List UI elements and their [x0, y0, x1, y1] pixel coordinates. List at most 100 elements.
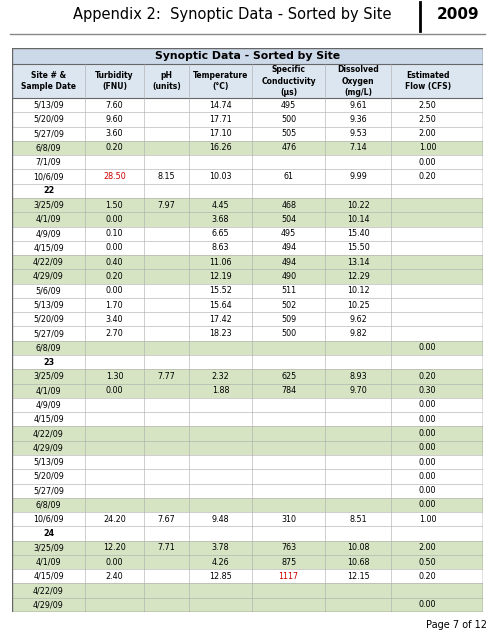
Text: 7.97: 7.97	[157, 200, 175, 209]
Text: 1.30: 1.30	[106, 372, 123, 381]
Text: 6/8/09: 6/8/09	[36, 500, 61, 509]
Text: 468: 468	[281, 200, 296, 209]
Text: 1.70: 1.70	[105, 301, 123, 310]
Text: 3.60: 3.60	[106, 129, 123, 138]
Text: 2009: 2009	[437, 7, 479, 22]
Text: 8.93: 8.93	[349, 372, 367, 381]
Text: 10/6/09: 10/6/09	[33, 172, 64, 181]
Text: 7.14: 7.14	[349, 143, 367, 152]
Text: 6.65: 6.65	[211, 229, 229, 238]
Text: 4/15/09: 4/15/09	[33, 572, 64, 581]
Text: 5/13/09: 5/13/09	[33, 100, 64, 109]
Text: 9.99: 9.99	[349, 172, 367, 181]
Text: 5/27/09: 5/27/09	[33, 329, 64, 338]
Bar	[12, 155, 483, 170]
Text: 2.40: 2.40	[105, 572, 123, 581]
Text: 0.00: 0.00	[419, 344, 437, 353]
Text: 3.78: 3.78	[211, 543, 229, 552]
Text: 0.00: 0.00	[419, 472, 437, 481]
Text: 7.71: 7.71	[157, 543, 175, 552]
Text: 5/13/09: 5/13/09	[33, 458, 64, 467]
Text: 61: 61	[284, 172, 294, 181]
Text: 4/22/09: 4/22/09	[33, 429, 64, 438]
Text: 8.15: 8.15	[157, 172, 175, 181]
Text: 4/22/09: 4/22/09	[33, 258, 64, 267]
Text: 310: 310	[281, 515, 296, 524]
Text: 13.14: 13.14	[347, 258, 369, 267]
Bar	[12, 241, 483, 255]
Text: 17.42: 17.42	[209, 315, 232, 324]
Text: 12.20: 12.20	[103, 543, 126, 552]
Text: 494: 494	[281, 258, 297, 267]
Text: 504: 504	[281, 215, 297, 224]
Bar	[12, 212, 483, 227]
Text: 625: 625	[281, 372, 297, 381]
Text: 15.50: 15.50	[347, 243, 370, 252]
Text: 4/9/09: 4/9/09	[36, 229, 61, 238]
Text: 0.00: 0.00	[419, 486, 437, 495]
Text: 11.06: 11.06	[209, 258, 232, 267]
Bar	[12, 412, 483, 426]
Text: 1117: 1117	[279, 572, 299, 581]
Text: 12.85: 12.85	[209, 572, 232, 581]
Text: 10.68: 10.68	[347, 557, 369, 566]
Text: 7.60: 7.60	[105, 100, 123, 109]
Bar	[12, 555, 483, 569]
Text: 6/8/09: 6/8/09	[36, 143, 61, 152]
Bar	[12, 483, 483, 498]
Text: 5/20/09: 5/20/09	[33, 472, 64, 481]
Text: 476: 476	[281, 143, 297, 152]
Bar	[12, 198, 483, 212]
Text: 9.60: 9.60	[105, 115, 123, 124]
Text: 0.00: 0.00	[419, 401, 437, 410]
Text: 0.00: 0.00	[106, 243, 123, 252]
Text: pH
(units): pH (units)	[152, 71, 181, 91]
Text: 9.70: 9.70	[349, 386, 367, 395]
Text: 5/6/09: 5/6/09	[36, 286, 61, 295]
Text: 4/15/09: 4/15/09	[33, 243, 64, 252]
Text: 4.26: 4.26	[211, 557, 229, 566]
Text: Specific
Conductivity
(μs): Specific Conductivity (μs)	[261, 65, 316, 97]
Text: 5/27/09: 5/27/09	[33, 486, 64, 495]
Text: 2.32: 2.32	[211, 372, 229, 381]
Text: 22: 22	[43, 186, 54, 195]
Text: 6/8/09: 6/8/09	[36, 344, 61, 353]
Text: 17.71: 17.71	[209, 115, 232, 124]
Text: 0.00: 0.00	[419, 429, 437, 438]
Text: 0.00: 0.00	[106, 286, 123, 295]
Text: 4/29/09: 4/29/09	[33, 272, 64, 281]
Text: 500: 500	[281, 115, 297, 124]
Text: 10.08: 10.08	[347, 543, 369, 552]
Text: 494: 494	[281, 243, 297, 252]
Text: 0.40: 0.40	[106, 258, 123, 267]
Text: 2.00: 2.00	[419, 129, 437, 138]
Text: 502: 502	[281, 301, 297, 310]
Bar	[12, 184, 483, 198]
Text: 490: 490	[281, 272, 297, 281]
Text: 4/9/09: 4/9/09	[36, 401, 61, 410]
Text: 0.00: 0.00	[419, 458, 437, 467]
Bar	[12, 426, 483, 441]
Bar	[12, 170, 483, 184]
Text: 18.23: 18.23	[209, 329, 232, 338]
Text: 23: 23	[43, 358, 54, 367]
Text: 0.00: 0.00	[419, 444, 437, 452]
Text: 28.50: 28.50	[103, 172, 126, 181]
Text: 15.52: 15.52	[209, 286, 232, 295]
Text: 0.30: 0.30	[419, 386, 437, 395]
Text: 4/1/09: 4/1/09	[36, 557, 61, 566]
Text: 0.00: 0.00	[106, 557, 123, 566]
Text: 0.00: 0.00	[106, 215, 123, 224]
Text: 495: 495	[281, 229, 297, 238]
Text: 17.10: 17.10	[209, 129, 232, 138]
Text: Temperature
(°C): Temperature (°C)	[193, 71, 248, 91]
Bar	[12, 326, 483, 340]
Text: 1.50: 1.50	[105, 200, 123, 209]
Text: 5/20/09: 5/20/09	[33, 315, 64, 324]
Text: 3.40: 3.40	[106, 315, 123, 324]
Bar	[12, 369, 483, 383]
Text: 0.00: 0.00	[419, 500, 437, 509]
Bar	[12, 512, 483, 526]
Text: 763: 763	[281, 543, 297, 552]
Bar	[12, 569, 483, 584]
